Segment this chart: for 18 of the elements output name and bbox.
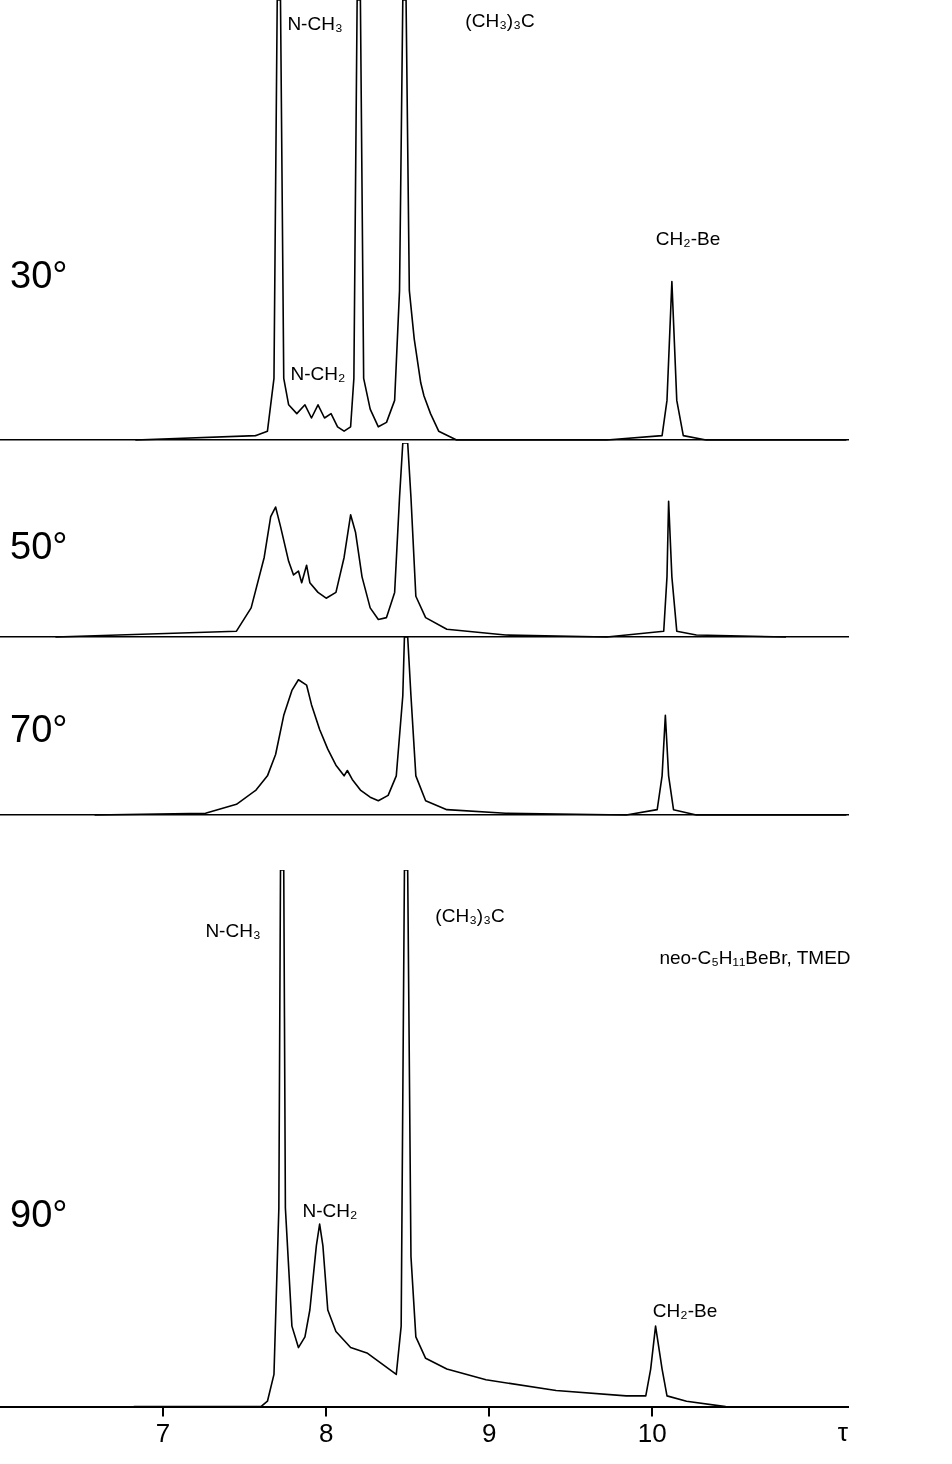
text: 50° (10, 525, 68, 568)
x-axis-title: τ (837, 1416, 849, 1447)
annotation: CH₂-Be (652, 1299, 718, 1321)
annotation: N-CH₂ (290, 363, 346, 385)
annotation: N-CH₃ (205, 919, 261, 941)
annotation: neo-C₅H₁₁BeBr, TMED (659, 946, 851, 968)
x-tick-label: 7 (155, 1418, 171, 1449)
annotation: N-CH₃ (287, 13, 343, 35)
text: 90° (10, 1192, 68, 1235)
text: 30° (10, 254, 68, 297)
annotation: (CH₃)₃C (465, 10, 535, 32)
annotation: (CH₃)₃C (435, 904, 505, 926)
x-tick-label: 8 (318, 1418, 334, 1449)
x-tick-label: 9 (482, 1418, 497, 1449)
text: 70° (10, 708, 68, 751)
annotation: CH₂-Be (655, 228, 721, 250)
x-tick-label: 10 (637, 1418, 667, 1449)
annotation: N-CH₂ (302, 1199, 358, 1221)
